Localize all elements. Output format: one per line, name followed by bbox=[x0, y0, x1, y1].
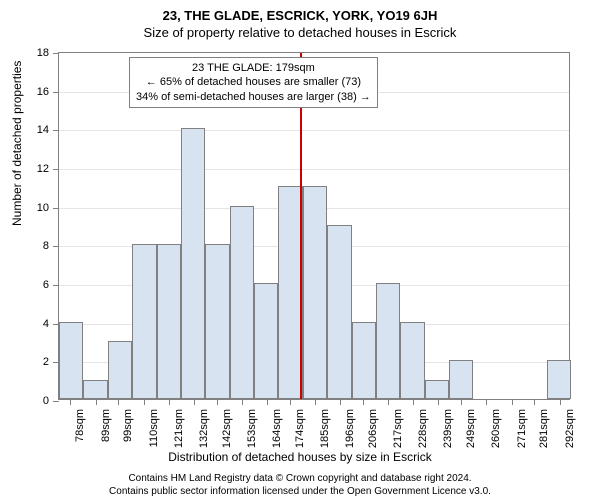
y-tick-label: 16 bbox=[37, 86, 49, 98]
x-tick-label: 260sqm bbox=[490, 409, 502, 449]
x-tick bbox=[486, 399, 487, 405]
annotation-line: 23 THE GLADE: 179sqm bbox=[136, 61, 371, 75]
plot-area: 02468101214161823 THE GLADE: 179sqm← 65%… bbox=[58, 52, 570, 400]
histogram-bar bbox=[425, 380, 449, 399]
x-tick-label: 174sqm bbox=[294, 409, 306, 449]
x-tick-label: 110sqm bbox=[148, 409, 160, 449]
y-tick-label: 10 bbox=[37, 202, 49, 214]
histogram-bar bbox=[303, 186, 327, 399]
y-tick-label: 12 bbox=[37, 163, 49, 175]
x-axis-label: Distribution of detached houses by size … bbox=[0, 450, 600, 464]
x-tick-label: 185sqm bbox=[319, 409, 331, 449]
y-axis-label: Number of detached properties bbox=[10, 61, 24, 226]
x-tick bbox=[315, 399, 316, 405]
x-tick-label: 99sqm bbox=[122, 409, 134, 449]
y-tick bbox=[53, 285, 59, 286]
x-tick-label: 228sqm bbox=[417, 409, 429, 449]
x-tick bbox=[534, 399, 535, 405]
histogram-bar bbox=[83, 380, 107, 399]
y-tick-label: 6 bbox=[43, 279, 49, 291]
histogram-bar bbox=[205, 244, 229, 399]
x-tick bbox=[169, 399, 170, 405]
x-tick-label: 292sqm bbox=[564, 409, 576, 449]
footer-line-2: Contains public sector information licen… bbox=[0, 485, 600, 498]
x-tick bbox=[70, 399, 71, 405]
x-tick-label: 142sqm bbox=[221, 409, 233, 449]
x-tick bbox=[512, 399, 513, 405]
histogram-bar bbox=[59, 322, 83, 399]
x-tick-label: 239sqm bbox=[442, 409, 454, 449]
y-tick bbox=[53, 53, 59, 54]
y-tick-label: 18 bbox=[37, 47, 49, 59]
annotation-line: 34% of semi-detached houses are larger (… bbox=[136, 90, 371, 104]
x-tick-label: 249sqm bbox=[465, 409, 477, 449]
x-tick bbox=[413, 399, 414, 405]
histogram-bar bbox=[400, 322, 424, 399]
x-tick bbox=[217, 399, 218, 405]
y-tick bbox=[53, 401, 59, 402]
y-tick bbox=[53, 208, 59, 209]
y-tick bbox=[53, 130, 59, 131]
x-tick-label: 121sqm bbox=[173, 409, 185, 449]
x-tick-label: 153sqm bbox=[246, 409, 258, 449]
chart-container: 23, THE GLADE, ESCRICK, YORK, YO19 6JH S… bbox=[0, 0, 600, 500]
x-tick bbox=[194, 399, 195, 405]
histogram-bar bbox=[376, 283, 400, 399]
y-tick-label: 14 bbox=[37, 124, 49, 136]
x-tick bbox=[461, 399, 462, 405]
x-tick bbox=[438, 399, 439, 405]
gridline bbox=[59, 130, 569, 131]
y-tick-label: 4 bbox=[43, 318, 49, 330]
x-tick bbox=[340, 399, 341, 405]
chart-title-sub: Size of property relative to detached ho… bbox=[0, 23, 600, 40]
histogram-bar bbox=[181, 128, 205, 399]
x-tick bbox=[144, 399, 145, 405]
histogram-bar bbox=[327, 225, 351, 399]
y-tick bbox=[53, 169, 59, 170]
chart-title-main: 23, THE GLADE, ESCRICK, YORK, YO19 6JH bbox=[0, 0, 600, 23]
histogram-bar bbox=[132, 244, 156, 399]
histogram-bar bbox=[352, 322, 376, 399]
y-tick-label: 2 bbox=[43, 356, 49, 368]
x-tick bbox=[363, 399, 364, 405]
x-tick bbox=[560, 399, 561, 405]
x-tick-label: 281sqm bbox=[538, 409, 550, 449]
histogram-bar bbox=[108, 341, 132, 399]
y-tick-label: 8 bbox=[43, 240, 49, 252]
x-tick bbox=[242, 399, 243, 405]
histogram-bar bbox=[449, 360, 473, 399]
x-tick-label: 78sqm bbox=[74, 409, 86, 449]
x-tick-label: 271sqm bbox=[516, 409, 528, 449]
x-tick bbox=[118, 399, 119, 405]
x-tick bbox=[290, 399, 291, 405]
y-tick bbox=[53, 92, 59, 93]
histogram-bar bbox=[547, 360, 571, 399]
x-tick-label: 132sqm bbox=[198, 409, 210, 449]
y-tick bbox=[53, 246, 59, 247]
footer-line-1: Contains HM Land Registry data © Crown c… bbox=[0, 472, 600, 485]
gridline bbox=[59, 169, 569, 170]
annotation-line: ← 65% of detached houses are smaller (73… bbox=[136, 75, 371, 89]
annotation-box: 23 THE GLADE: 179sqm← 65% of detached ho… bbox=[129, 57, 378, 108]
histogram-bar bbox=[230, 206, 254, 399]
x-tick-label: 89sqm bbox=[100, 409, 112, 449]
y-tick-label: 0 bbox=[43, 395, 49, 407]
x-tick bbox=[267, 399, 268, 405]
x-tick-label: 217sqm bbox=[392, 409, 404, 449]
x-tick bbox=[96, 399, 97, 405]
x-tick-label: 196sqm bbox=[344, 409, 356, 449]
histogram-bar bbox=[254, 283, 278, 399]
footer-attribution: Contains HM Land Registry data © Crown c… bbox=[0, 472, 600, 498]
histogram-bar bbox=[278, 186, 302, 399]
x-tick-label: 206sqm bbox=[367, 409, 379, 449]
histogram-bar bbox=[157, 244, 181, 399]
x-tick bbox=[388, 399, 389, 405]
x-tick-label: 164sqm bbox=[271, 409, 283, 449]
